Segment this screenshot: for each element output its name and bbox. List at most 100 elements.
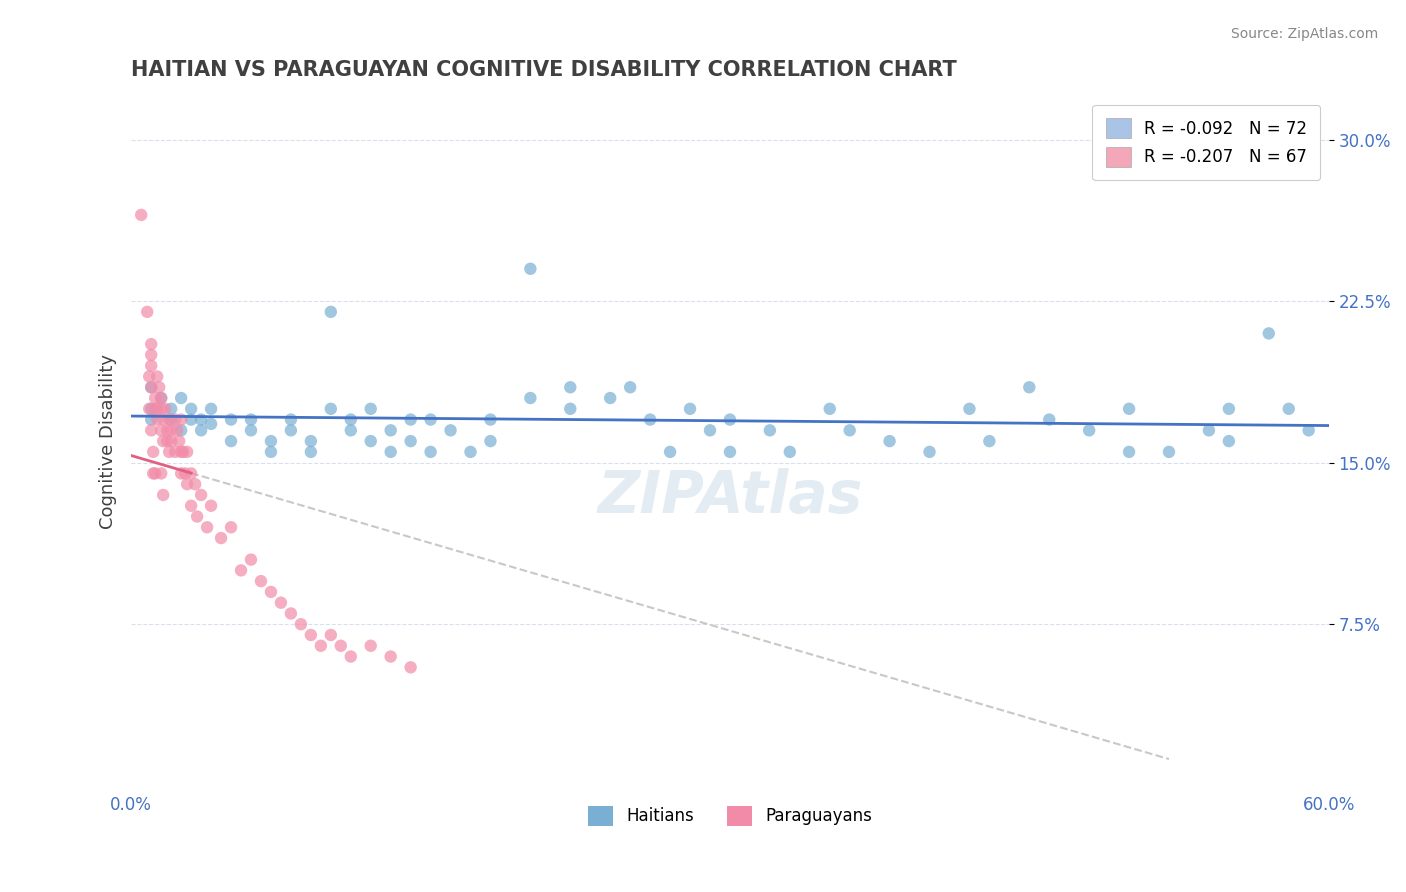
Point bbox=[319, 628, 342, 642]
Point bbox=[180, 467, 202, 481]
Point bbox=[190, 423, 212, 437]
Point bbox=[280, 607, 302, 621]
Point bbox=[309, 639, 332, 653]
Point bbox=[339, 412, 361, 426]
Point bbox=[150, 423, 173, 437]
Point bbox=[170, 445, 193, 459]
Point bbox=[195, 520, 218, 534]
Point bbox=[176, 477, 198, 491]
Point bbox=[156, 423, 179, 437]
Point bbox=[1078, 423, 1101, 437]
Point bbox=[1198, 423, 1220, 437]
Point bbox=[560, 401, 582, 416]
Point bbox=[156, 434, 179, 449]
Point bbox=[718, 445, 741, 459]
Point bbox=[779, 445, 801, 459]
Point bbox=[141, 348, 163, 362]
Point bbox=[280, 412, 302, 426]
Point bbox=[339, 649, 361, 664]
Point bbox=[141, 337, 163, 351]
Point bbox=[260, 585, 283, 599]
Point bbox=[184, 477, 207, 491]
Point bbox=[599, 391, 621, 405]
Point bbox=[1118, 445, 1140, 459]
Point bbox=[160, 434, 183, 449]
Point bbox=[152, 412, 174, 426]
Point bbox=[299, 628, 322, 642]
Point bbox=[209, 531, 232, 545]
Point bbox=[172, 445, 194, 459]
Point bbox=[319, 401, 342, 416]
Point bbox=[160, 412, 183, 426]
Point bbox=[290, 617, 312, 632]
Point bbox=[879, 434, 901, 449]
Point bbox=[838, 423, 860, 437]
Point bbox=[1278, 401, 1301, 416]
Point bbox=[152, 434, 174, 449]
Point bbox=[240, 423, 263, 437]
Point bbox=[339, 423, 361, 437]
Point bbox=[818, 401, 841, 416]
Point bbox=[419, 445, 441, 459]
Point bbox=[186, 509, 208, 524]
Point bbox=[153, 401, 176, 416]
Point bbox=[1118, 401, 1140, 416]
Point bbox=[141, 380, 163, 394]
Point bbox=[250, 574, 273, 588]
Point bbox=[180, 401, 202, 416]
Point bbox=[439, 423, 461, 437]
Point bbox=[157, 412, 180, 426]
Point bbox=[479, 412, 502, 426]
Point bbox=[240, 552, 263, 566]
Point bbox=[165, 412, 187, 426]
Point bbox=[190, 488, 212, 502]
Point bbox=[699, 423, 721, 437]
Y-axis label: Cognitive Disability: Cognitive Disability bbox=[100, 353, 117, 529]
Point bbox=[219, 434, 242, 449]
Point bbox=[200, 499, 222, 513]
Point bbox=[160, 401, 183, 416]
Point bbox=[229, 563, 252, 577]
Point bbox=[143, 467, 166, 481]
Point bbox=[165, 445, 187, 459]
Point bbox=[141, 380, 163, 394]
Point bbox=[1298, 423, 1320, 437]
Point bbox=[176, 445, 198, 459]
Point bbox=[399, 660, 422, 674]
Point bbox=[360, 639, 382, 653]
Point bbox=[270, 596, 292, 610]
Point bbox=[219, 412, 242, 426]
Point bbox=[148, 380, 170, 394]
Point bbox=[170, 391, 193, 405]
Point bbox=[190, 412, 212, 426]
Legend: Haitians, Paraguayans: Haitians, Paraguayans bbox=[581, 799, 879, 832]
Point bbox=[1157, 445, 1180, 459]
Point bbox=[380, 445, 402, 459]
Point bbox=[142, 467, 165, 481]
Point bbox=[380, 423, 402, 437]
Point bbox=[329, 639, 352, 653]
Point bbox=[170, 423, 193, 437]
Point bbox=[957, 401, 980, 416]
Point bbox=[180, 412, 202, 426]
Point bbox=[150, 467, 173, 481]
Point bbox=[519, 261, 541, 276]
Point bbox=[142, 445, 165, 459]
Point bbox=[299, 445, 322, 459]
Point bbox=[167, 434, 190, 449]
Point bbox=[519, 391, 541, 405]
Point bbox=[219, 520, 242, 534]
Point bbox=[146, 369, 169, 384]
Point bbox=[360, 401, 382, 416]
Point bbox=[143, 391, 166, 405]
Point bbox=[180, 499, 202, 513]
Point bbox=[170, 467, 193, 481]
Point bbox=[479, 434, 502, 449]
Point bbox=[141, 412, 163, 426]
Point bbox=[759, 423, 782, 437]
Text: HAITIAN VS PARAGUAYAN COGNITIVE DISABILITY CORRELATION CHART: HAITIAN VS PARAGUAYAN COGNITIVE DISABILI… bbox=[131, 60, 957, 79]
Point bbox=[1038, 412, 1060, 426]
Point bbox=[138, 401, 160, 416]
Point bbox=[200, 401, 222, 416]
Point bbox=[360, 434, 382, 449]
